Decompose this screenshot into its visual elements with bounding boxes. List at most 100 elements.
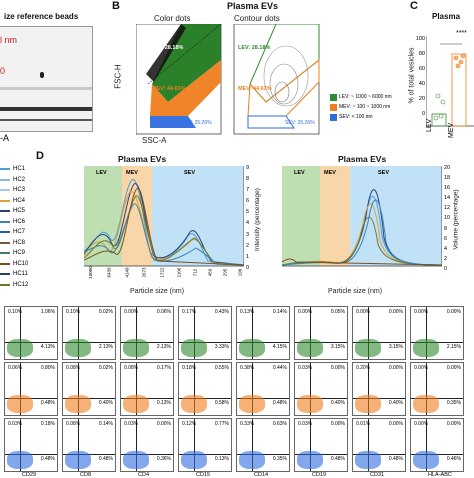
gate-pct-lev-left: LEV: 28.18% [151, 45, 184, 51]
scatter-blob [239, 339, 265, 357]
contour-ring-3 [274, 81, 290, 103]
scatter-blob [123, 395, 149, 413]
quadrant-tr-pct: 0.02% [98, 309, 113, 315]
mev-bar [451, 53, 467, 127]
panel-b: B Plasma EVs Color dots Contour dots FSC… [112, 0, 412, 150]
quadrant-vline [251, 363, 253, 415]
marker-label: CD8 [80, 472, 92, 478]
quadrant-br-pct: 0.48% [330, 456, 345, 463]
hc-legend-item: HC5 [0, 206, 40, 217]
quadrant-br-pct: 0.40% [330, 400, 345, 407]
quadrant-vline [425, 307, 427, 359]
scatter-blob [239, 395, 265, 413]
intensity-ylabel: Intensity (percentage) [253, 188, 261, 251]
lev-region [282, 166, 320, 266]
panel-b-title: Plasma EVs [227, 1, 279, 11]
scatter-blob [297, 395, 323, 413]
scatter-blob [181, 339, 207, 357]
ytick: 20 [418, 96, 425, 102]
flow-plot-cell: 0.08% 0.14% 0.48% [62, 418, 116, 472]
panel-b-plots [136, 24, 320, 135]
flow-plot-cell: 0.00% 0.06% 2.13% [120, 306, 174, 360]
quadrant-vline [77, 307, 79, 359]
volume-ylabel: Volume (percentage) [452, 189, 460, 250]
quadrant-vline [309, 307, 311, 359]
quadrant-tr-pct: 0.43% [214, 309, 229, 315]
quadrant-br-pct: 0.46% [446, 456, 461, 463]
hc-legend-item: HC11 [0, 269, 40, 280]
hc-legend-item: HC4 [0, 196, 40, 207]
scatter-blob [7, 339, 33, 357]
marker-label: CD4 [138, 472, 150, 478]
quadrant-br-pct: 0.58% [214, 400, 229, 407]
sev-gate [247, 115, 295, 129]
flow-plot-cell: 0.03% 0.00% 0.36% [120, 418, 174, 472]
quadrant-tr-pct: 0.80% [40, 365, 55, 371]
lev-cloud [152, 24, 221, 102]
flow-plot-cell: 0.00% 0.00% 0.35% [410, 362, 464, 416]
quadrant-tr-pct: 0.14% [98, 421, 113, 427]
quadrant-vline [19, 419, 21, 471]
ytick: 100 [415, 36, 425, 42]
hc-legend-item: HC3 [0, 185, 40, 196]
intensity-chart [84, 166, 244, 267]
quadrant-tl-pct: 0.38% [240, 365, 255, 371]
quadrant-vline [193, 307, 195, 359]
quadrant-tr-pct: 0.00% [388, 421, 403, 427]
quadrant-vline [425, 363, 427, 415]
quadrant-tl-pct: 0.03% [298, 421, 313, 427]
panel-a: ize reference beads l nm 0 -A [0, 0, 104, 150]
flow-plot-cell: 0.10% 1.06% 4.13% [4, 306, 58, 360]
quadrant-tl-pct: 0.01% [356, 421, 371, 427]
quadrant-tl-pct: 0.17% [182, 309, 197, 315]
sev-region [350, 166, 442, 266]
sev-region [152, 166, 244, 266]
legend-label-mev: MEV: ~ 100 ~ 1000 nm [339, 104, 391, 110]
flow-plot-cell: 0.08% 0.17% 0.13% [120, 362, 174, 416]
marker-label: CD31 [370, 472, 385, 478]
panel-b-letter: B [112, 0, 120, 12]
ytick: 40 [418, 81, 425, 87]
quadrant-tl-pct: 0.06% [8, 365, 23, 371]
scatter-blob [65, 395, 91, 413]
quadrant-tr-pct: 0.00% [330, 421, 345, 427]
legend-label-lev: LEV: ~ 1000 ~ 6000 nm [339, 94, 392, 100]
gate-line-1 [147, 24, 222, 85]
scatter-blob [123, 339, 149, 357]
panel-d: D HC1 HC2 HC3 HC4 HC5 HC6 HC7 HC8 HC9 HC… [0, 150, 474, 300]
contour-ring-2 [269, 63, 299, 105]
volume-region-sev: SEV [378, 170, 390, 176]
quadrant-br-pct: 0.48% [98, 456, 113, 463]
quadrant-tl-pct: 0.00% [414, 365, 429, 371]
quadrant-br-pct: 3.33% [214, 344, 229, 351]
flow-plot-cell: 0.10% 0.02% 2.13% [62, 306, 116, 360]
mev-region [320, 166, 350, 266]
quadrant-br-pct: 0.35% [446, 400, 461, 407]
quadrant-br-pct: 0.48% [40, 400, 55, 407]
lev-region [84, 166, 122, 266]
intensity-chart-title: Plasma EVs [118, 154, 167, 164]
quadrant-br-pct: 2.13% [98, 344, 113, 351]
scatter-blob [413, 395, 439, 413]
quadrant-tr-pct: 0.06% [156, 309, 171, 315]
band-1 [40, 72, 44, 78]
flow-plot-cell: 0.20% 0.00% 0.40% [352, 362, 406, 416]
legend-row-mev: MEV: ~ 100 ~ 1000 nm [330, 102, 412, 112]
quadrant-br-pct: 3.15% [388, 344, 403, 351]
legend-row-sev: SEV: < 100 nm [330, 112, 412, 122]
quadrant-tl-pct: 0.00% [124, 309, 139, 315]
ytick: 0 [421, 111, 425, 117]
quadrant-tr-pct: 0.55% [214, 365, 229, 371]
legend-swatch-sev [330, 113, 337, 121]
quadrant-vline [135, 419, 137, 471]
quadrant-vline [19, 363, 21, 415]
marker-label: CD15 [196, 472, 211, 478]
quadrant-vline [135, 363, 137, 415]
volume-region-lev: LEV [294, 170, 305, 176]
quadrant-tr-pct: 0.14% [272, 309, 287, 315]
gate-pct-mev-left: MEV: 44.63% [152, 86, 186, 92]
quadrant-br-pct: 0.40% [98, 400, 113, 407]
panel-d-letter: D [36, 150, 44, 162]
scatter-blob [65, 451, 91, 469]
quadrant-tl-pct: 0.00% [414, 309, 429, 315]
